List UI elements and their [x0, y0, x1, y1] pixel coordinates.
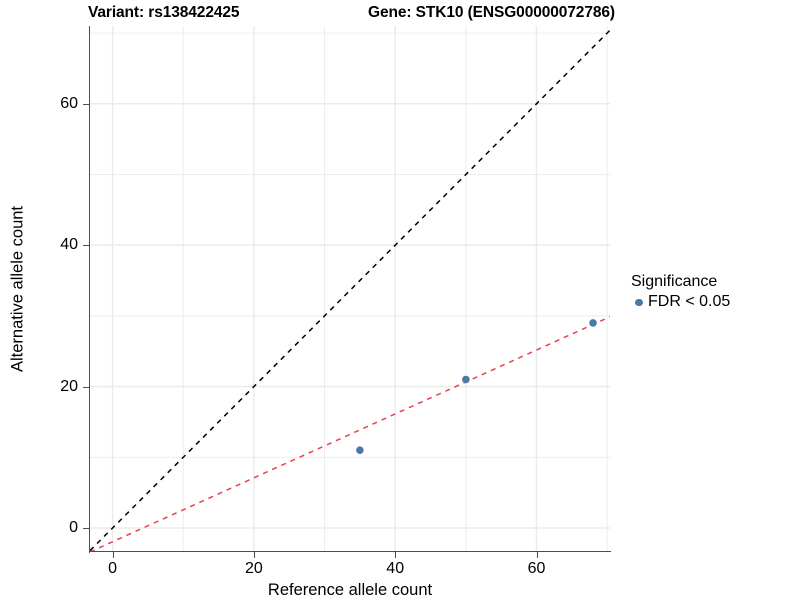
variant-title: Variant: rs138422425	[88, 4, 240, 21]
x-tick-mark	[395, 552, 397, 558]
reference-lines	[90, 29, 610, 552]
plot-panel	[90, 26, 610, 552]
y-tick-mark	[83, 245, 89, 247]
y-tick-label: 60	[60, 94, 78, 112]
legend-dot	[635, 298, 643, 306]
minor-gridlines	[90, 26, 610, 552]
identity-line	[90, 29, 610, 552]
y-tick-label: 40	[60, 236, 78, 254]
x-axis-line	[89, 551, 611, 553]
y-tick-label: 20	[60, 377, 78, 395]
legend: Significance FDR < 0.05	[631, 272, 793, 311]
y-tick-mark	[83, 103, 89, 105]
legend-entry[interactable]: FDR < 0.05	[631, 292, 793, 311]
legend-entries: FDR < 0.05	[631, 292, 793, 311]
y-tick-mark	[83, 386, 89, 388]
y-axis-title: Alternative allele count	[8, 205, 27, 373]
regression-line	[90, 316, 610, 552]
x-tick-label: 0	[108, 560, 118, 577]
x-tick-mark	[112, 552, 114, 558]
data-point-group	[356, 319, 597, 454]
data-point	[356, 446, 364, 454]
legend-entry-label: FDR < 0.05	[648, 293, 731, 310]
legend-title: Significance	[631, 273, 718, 290]
x-tick-label: 60	[527, 560, 546, 577]
circle-marker	[631, 293, 648, 310]
plot-canvas	[90, 26, 610, 552]
x-tick-mark	[536, 552, 538, 558]
gene-title: Gene: STK10 (ENSG00000072786)	[368, 4, 615, 21]
x-tick-mark	[253, 552, 256, 558]
data-point	[589, 319, 597, 327]
y-tick-mark	[83, 527, 89, 530]
x-axis-title: Reference allele count	[267, 581, 433, 599]
data-point	[462, 375, 470, 384]
y-tick-label: 0	[69, 518, 78, 536]
x-tick-label: 20	[245, 560, 263, 577]
x-tick-label: 40	[386, 560, 405, 577]
y-axis-line	[89, 26, 91, 553]
major-gridlines	[90, 26, 610, 552]
